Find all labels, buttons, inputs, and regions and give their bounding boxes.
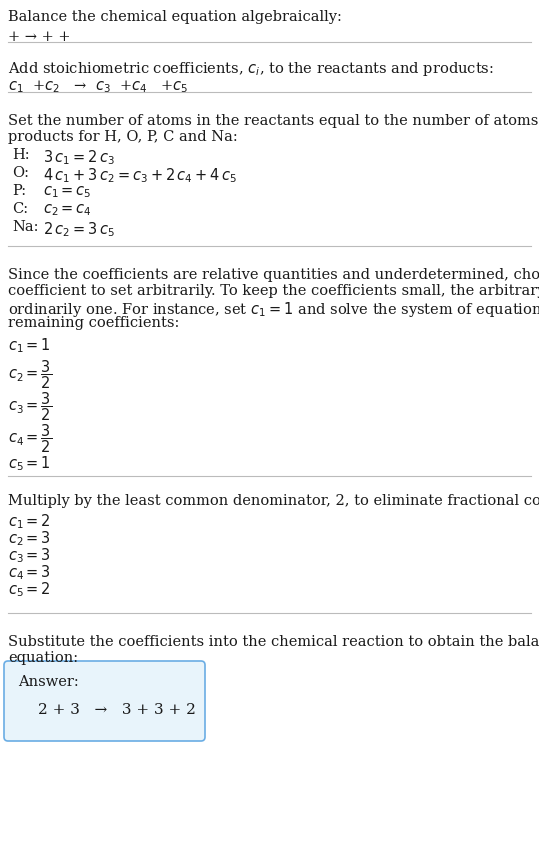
Text: O:: O:: [12, 166, 29, 180]
Text: C:: C:: [12, 202, 28, 216]
FancyBboxPatch shape: [4, 661, 205, 741]
Text: $c_1 = 2$: $c_1 = 2$: [8, 512, 51, 530]
Text: coefficient to set arbitrarily. To keep the coefficients small, the arbitrary va: coefficient to set arbitrarily. To keep …: [8, 284, 539, 298]
Text: $c_1$  +$c_2$   →  $c_3$  +$c_4$   +$c_5$: $c_1$ +$c_2$ → $c_3$ +$c_4$ +$c_5$: [8, 78, 189, 95]
Text: $c_5 = 1$: $c_5 = 1$: [8, 454, 51, 473]
Text: Since the coefficients are relative quantities and underdetermined, choose a: Since the coefficients are relative quan…: [8, 268, 539, 282]
Text: H:: H:: [12, 148, 30, 162]
Text: $4\,c_1 + 3\,c_2 = c_3 + 2\,c_4 + 4\,c_5$: $4\,c_1 + 3\,c_2 = c_3 + 2\,c_4 + 4\,c_5…: [43, 166, 237, 184]
Text: $c_3 = \dfrac{3}{2}$: $c_3 = \dfrac{3}{2}$: [8, 390, 52, 422]
Text: $c_4 = 3$: $c_4 = 3$: [8, 563, 51, 582]
Text: $c_3 = 3$: $c_3 = 3$: [8, 546, 51, 564]
Text: Answer:: Answer:: [18, 675, 79, 689]
Text: $c_4 = \dfrac{3}{2}$: $c_4 = \dfrac{3}{2}$: [8, 422, 52, 454]
Text: Na:: Na:: [12, 220, 38, 234]
Text: Multiply by the least common denominator, 2, to eliminate fractional coefficient: Multiply by the least common denominator…: [8, 494, 539, 508]
Text: $3\,c_1 = 2\,c_3$: $3\,c_1 = 2\,c_3$: [43, 148, 115, 167]
Text: $c_2 = c_4$: $c_2 = c_4$: [43, 202, 92, 217]
Text: 2 + 3   →   3 + 3 + 2: 2 + 3 → 3 + 3 + 2: [38, 703, 196, 717]
Text: $c_2 = \dfrac{3}{2}$: $c_2 = \dfrac{3}{2}$: [8, 358, 52, 391]
Text: products for H, O, P, C and Na:: products for H, O, P, C and Na:: [8, 130, 238, 144]
Text: $2\,c_2 = 3\,c_5$: $2\,c_2 = 3\,c_5$: [43, 220, 115, 239]
Text: $c_1 = 1$: $c_1 = 1$: [8, 336, 51, 354]
Text: Substitute the coefficients into the chemical reaction to obtain the balanced: Substitute the coefficients into the che…: [8, 635, 539, 649]
Text: remaining coefficients:: remaining coefficients:: [8, 316, 179, 330]
Text: $c_2 = 3$: $c_2 = 3$: [8, 529, 51, 547]
Text: $c_1 = c_5$: $c_1 = c_5$: [43, 184, 92, 200]
Text: Add stoichiometric coefficients, $c_i$, to the reactants and products:: Add stoichiometric coefficients, $c_i$, …: [8, 60, 494, 78]
Text: equation:: equation:: [8, 651, 78, 665]
Text: Set the number of atoms in the reactants equal to the number of atoms in the: Set the number of atoms in the reactants…: [8, 114, 539, 128]
Text: + → + +: + → + +: [8, 30, 71, 44]
Text: ordinarily one. For instance, set $c_1 = 1$ and solve the system of equations fo: ordinarily one. For instance, set $c_1 =…: [8, 300, 539, 319]
Text: P:: P:: [12, 184, 26, 198]
Text: $c_5 = 2$: $c_5 = 2$: [8, 580, 51, 599]
Text: Balance the chemical equation algebraically:: Balance the chemical equation algebraica…: [8, 10, 342, 24]
